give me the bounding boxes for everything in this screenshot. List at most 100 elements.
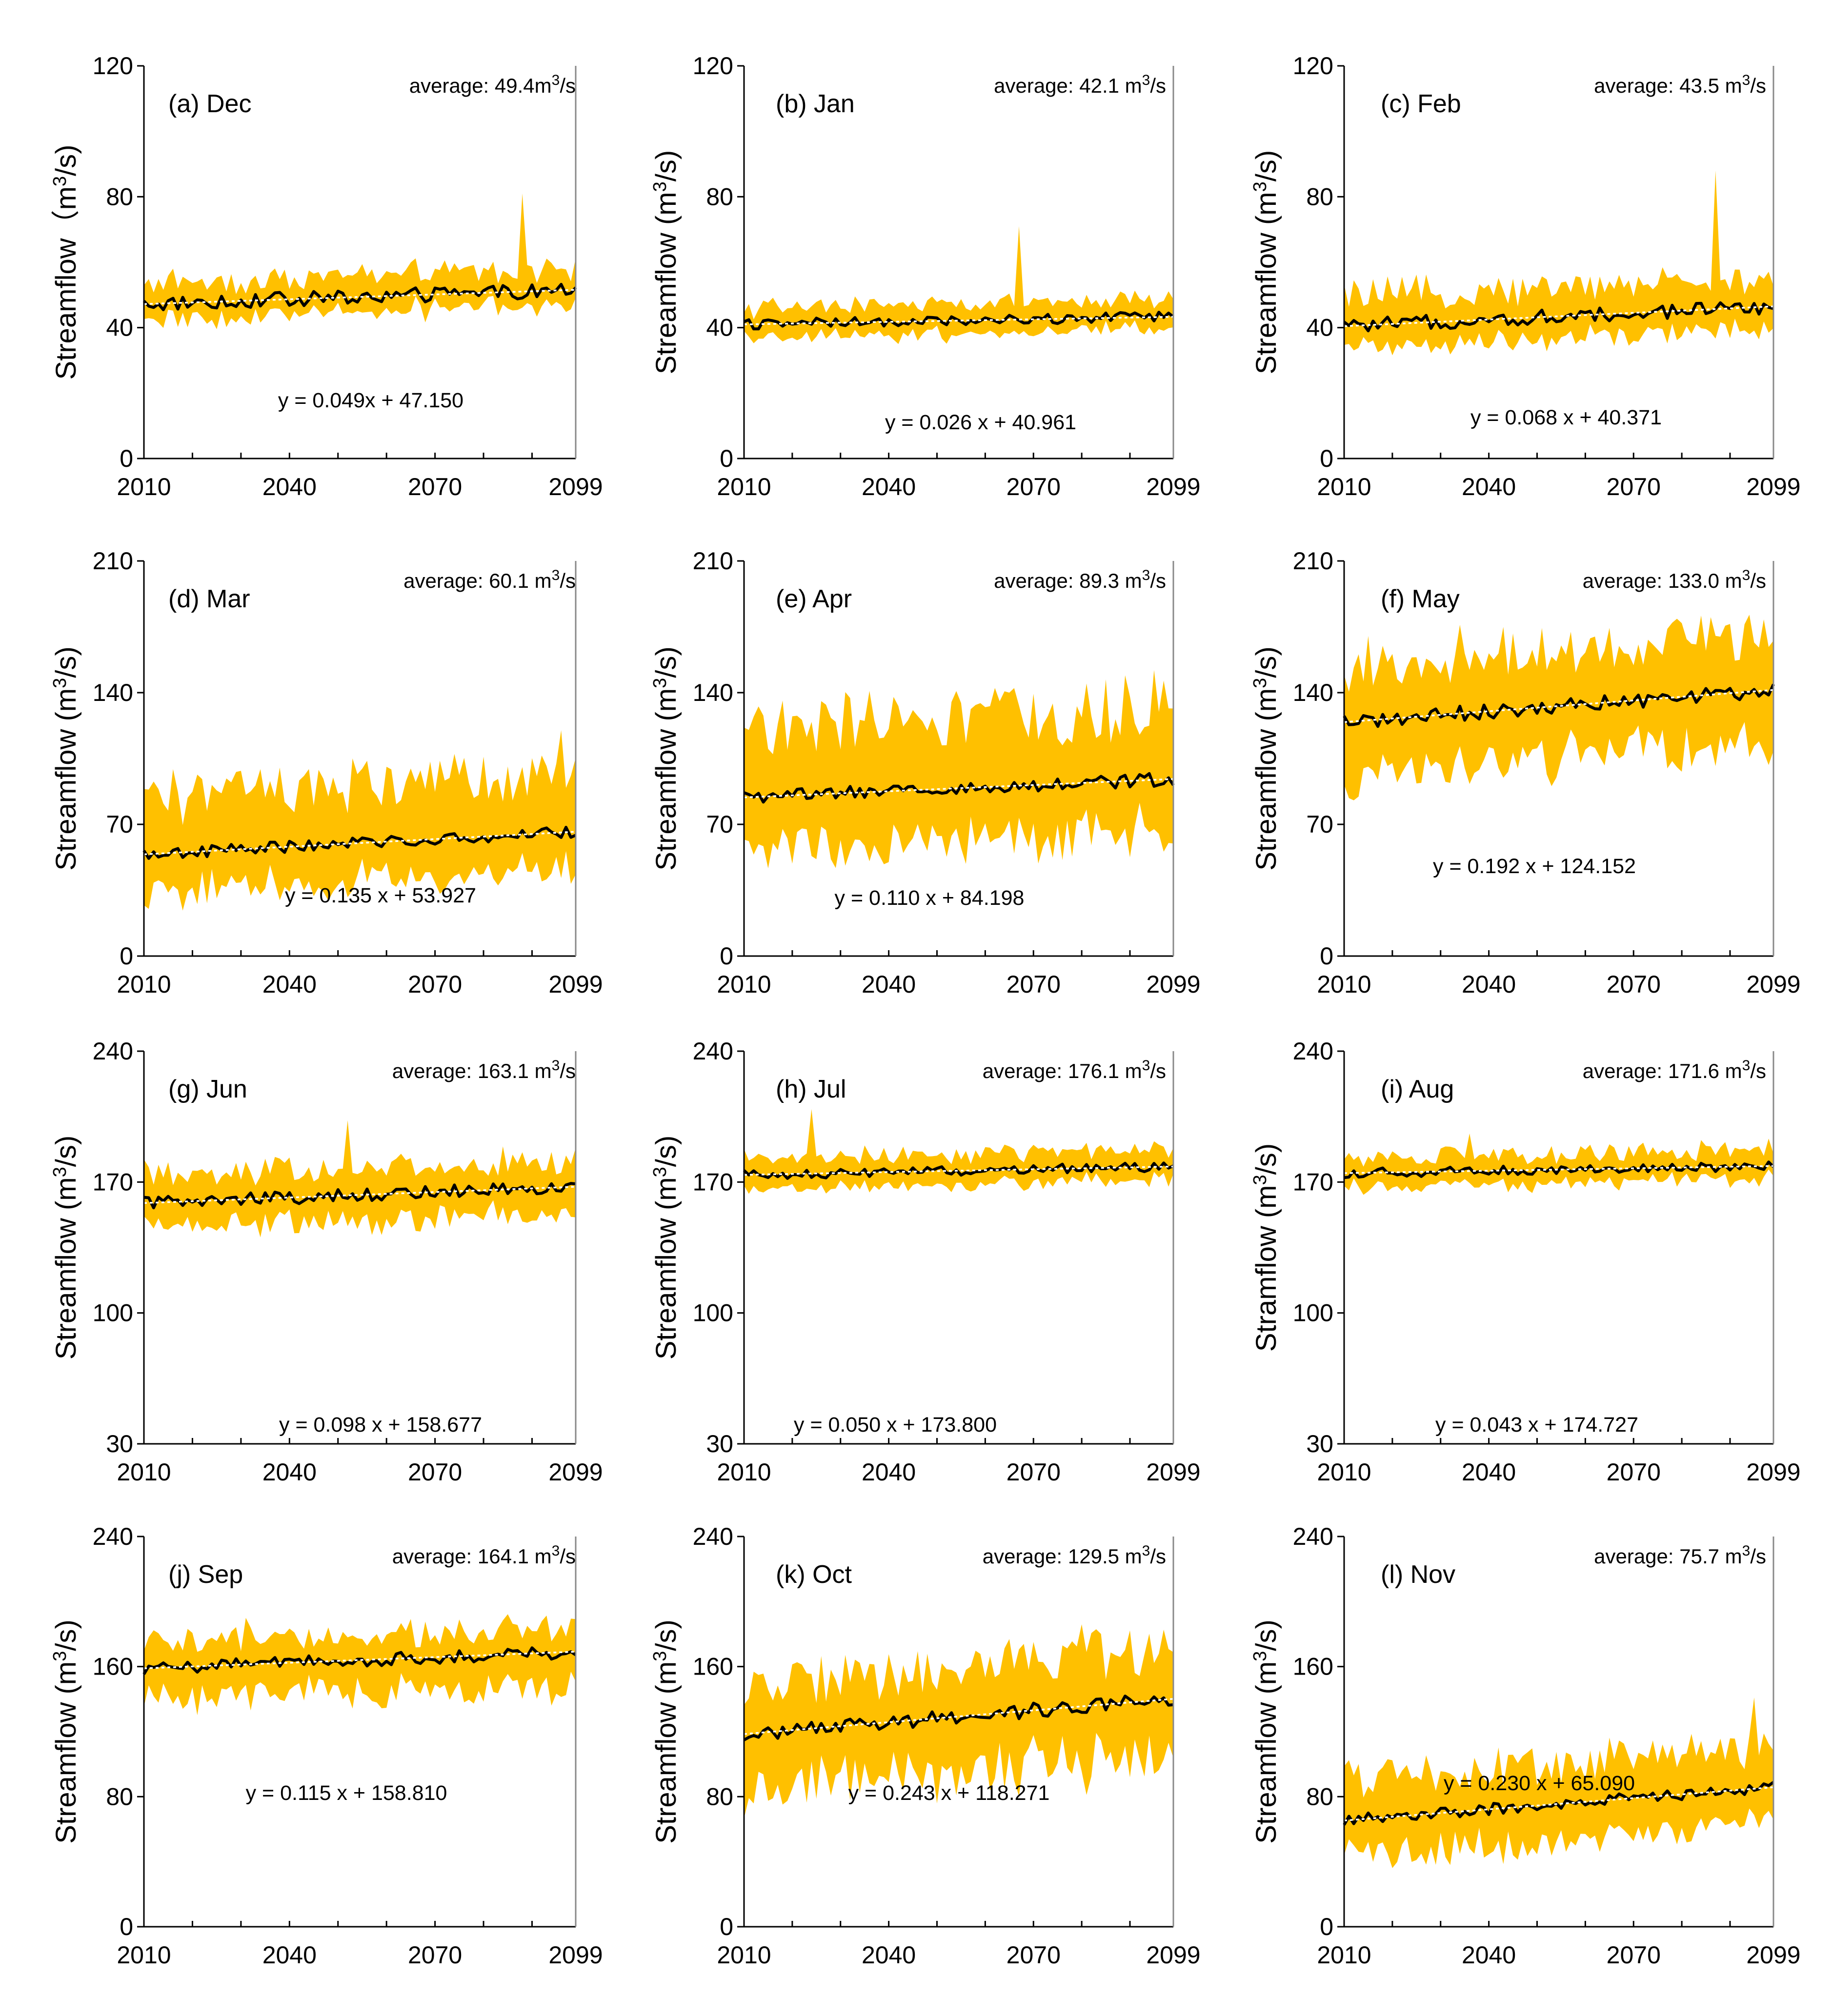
x-tick-label: 2070 — [408, 473, 462, 500]
y-axis-title-unit: 3 — [50, 1651, 70, 1661]
average-unit: /s — [1150, 74, 1166, 97]
y-tick-label: 70 — [706, 811, 733, 838]
y-axis-title: Streamflow (m3/s) — [50, 1619, 82, 1843]
regression-equation: y = 0.068 x + 40.371 — [1470, 406, 1662, 429]
y-axis-title: Streamflow (m3/s) — [1250, 646, 1282, 870]
uncertainty-band — [144, 730, 576, 911]
x-tick-label: 2099 — [548, 1458, 603, 1486]
y-tick-label: 100 — [93, 1299, 133, 1327]
uncertainty-band — [1344, 615, 1773, 800]
average-unit: /s — [1750, 1545, 1766, 1568]
y-axis-title: Streamflow (m3/s) — [650, 1619, 682, 1843]
y-axis-title-unit: 3 — [1250, 181, 1270, 192]
x-tick-label: 2070 — [408, 971, 462, 998]
y-tick-label: 160 — [93, 1653, 133, 1680]
average-unit-sup: 3 — [552, 1058, 560, 1074]
y-tick-label: 100 — [693, 1299, 733, 1327]
x-tick-label: 2010 — [117, 1458, 171, 1486]
x-tick-label: 2010 — [1317, 1941, 1371, 1969]
panel-label: (c) Feb — [1381, 90, 1461, 118]
y-tick-label: 0 — [720, 942, 733, 970]
x-tick-label: 2099 — [1146, 473, 1200, 500]
y-tick-label: 40 — [106, 314, 133, 341]
chart-panel-7: 30 100 170 240 2010 2040 2070 2099 Streamflow (m… — [50, 1038, 603, 1486]
regression-equation: y = 0.135 x + 53.927 — [285, 884, 476, 907]
y-axis-title-unit: 3 — [50, 176, 70, 186]
trend-line — [143, 1651, 576, 1669]
trend-line — [744, 316, 1174, 325]
y-axis-title-main: Streamflow (m — [50, 1177, 82, 1359]
y-axis-title-unit: 3 — [1250, 678, 1270, 688]
x-tick-label: 2070 — [408, 1458, 462, 1486]
trend-line — [1344, 1786, 1774, 1822]
x-tick-label: 2070 — [408, 1941, 462, 1969]
y-tick-label: 240 — [93, 1523, 133, 1550]
x-tick-label: 2099 — [1746, 1458, 1800, 1486]
x-tick-label: 2040 — [262, 1458, 317, 1486]
regression-equation: y = 0.049x + 47.150 — [278, 389, 463, 412]
mean-streamflow-line — [743, 1695, 1174, 1741]
trend-line — [1344, 1165, 1774, 1174]
y-tick-label: 160 — [693, 1653, 733, 1680]
y-tick-label: 80 — [106, 1783, 133, 1810]
average-annotation: average: 163.1 m3/s — [392, 1058, 576, 1082]
uncertainty-band — [744, 1109, 1173, 1194]
y-tick-label: 240 — [1293, 1523, 1333, 1550]
panel-label: (j) Sep — [168, 1560, 243, 1589]
trend-line — [143, 831, 576, 856]
x-tick-label: 2070 — [1007, 1941, 1061, 1969]
trend-line — [1344, 305, 1774, 327]
x-tick-label: 2070 — [1607, 473, 1661, 500]
y-tick-label: 0 — [720, 1913, 733, 1940]
average-unit-sup: 3 — [1142, 1543, 1150, 1559]
y-tick-label: 30 — [106, 1430, 133, 1457]
y-axis-title-main: Streamflow (m — [650, 1661, 682, 1844]
x-tick-label: 2070 — [1007, 971, 1061, 998]
regression-equation: y = 0.192 x + 124.152 — [1433, 855, 1636, 878]
x-tick-label: 2099 — [1746, 473, 1800, 500]
uncertainty-band — [744, 670, 1173, 868]
mean-streamflow-line — [743, 772, 1175, 804]
y-tick-label: 80 — [706, 1783, 733, 1810]
x-tick-label: 2010 — [117, 971, 171, 998]
average-unit-sup: 3 — [1142, 1058, 1150, 1074]
average-unit: /s — [1150, 1059, 1166, 1082]
mean-streamflow-line — [143, 1182, 576, 1210]
trend-line — [1344, 689, 1774, 723]
x-tick-label: 2099 — [548, 1941, 603, 1969]
y-axis-title-unit: 3 — [650, 1167, 670, 1177]
average-unit: /s — [560, 569, 576, 592]
x-tick-label: 2040 — [1462, 971, 1516, 998]
x-tick-label: 2010 — [717, 1941, 771, 1969]
panel-label: (l) Nov — [1381, 1560, 1455, 1589]
average-annotation: average: 133.0 m3/s — [1583, 567, 1766, 592]
average-annotation: average: 42.1 m3/s — [994, 72, 1166, 97]
uncertainty-band — [744, 226, 1173, 344]
regression-equation: y = 0.115 x + 158.810 — [246, 1781, 447, 1805]
average-annotation: average: 60.1 m3/s — [403, 567, 576, 592]
x-tick-label: 2070 — [1007, 473, 1061, 500]
y-axis-title-unit: 3 — [50, 678, 70, 688]
y-axis-title-main: Streamflow (m — [50, 688, 82, 871]
trend-line — [143, 1186, 576, 1204]
y-tick-label: 30 — [1306, 1430, 1333, 1457]
average-unit-sup: 3 — [1142, 72, 1150, 88]
y-axis-title-rest: /s) — [1250, 646, 1282, 678]
x-tick-label: 2040 — [862, 1458, 916, 1486]
y-axis-title-rest: /s) — [650, 1619, 682, 1651]
uncertainty-band — [144, 1120, 576, 1238]
y-tick-label: 240 — [693, 1523, 733, 1550]
y-axis-title: Stramflow (m3/s) — [1250, 1143, 1282, 1352]
mean-streamflow-line — [142, 282, 577, 311]
y-axis-title-rest: /s) — [1250, 150, 1282, 181]
panel-label: (g) Jun — [168, 1075, 247, 1103]
x-tick-label: 2099 — [548, 473, 603, 500]
average-text: average: 163.1 m — [392, 1059, 552, 1082]
y-tick-label: 80 — [1306, 183, 1333, 210]
y-axis-title: Streamflow (m3/s) — [1250, 1619, 1282, 1843]
y-axis-title-unit: 3 — [650, 678, 670, 688]
average-unit-sup: 3 — [552, 567, 560, 583]
y-tick-label: 80 — [106, 183, 133, 210]
